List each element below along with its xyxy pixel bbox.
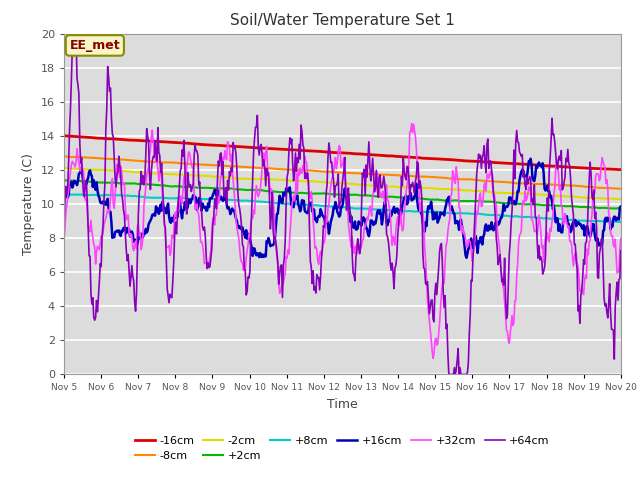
- -2cm: [159, 171, 167, 177]
- +32cm: [159, 194, 166, 200]
- +16cm: [388, 209, 396, 215]
- Line: -2cm: -2cm: [64, 168, 621, 199]
- +16cm: [60, 195, 68, 201]
- -16cm: [616, 167, 624, 172]
- +16cm: [527, 156, 534, 162]
- -8cm: [159, 159, 166, 165]
- -8cm: [479, 178, 487, 184]
- -8cm: [432, 174, 440, 180]
- -16cm: [389, 153, 397, 159]
- Line: -16cm: -16cm: [64, 136, 621, 169]
- +32cm: [617, 236, 625, 241]
- -8cm: [617, 186, 625, 192]
- -16cm: [204, 142, 212, 148]
- Y-axis label: Temperature (C): Temperature (C): [22, 153, 35, 255]
- +64cm: [72, 33, 80, 38]
- +64cm: [313, 272, 321, 277]
- +8cm: [159, 195, 167, 201]
- Line: +2cm: +2cm: [64, 180, 621, 209]
- +16cm: [159, 199, 166, 204]
- -16cm: [61, 133, 68, 139]
- +2cm: [479, 199, 487, 204]
- +32cm: [388, 242, 396, 248]
- -8cm: [204, 162, 211, 168]
- -16cm: [433, 156, 440, 162]
- +64cm: [204, 260, 212, 265]
- +32cm: [60, 237, 68, 243]
- -2cm: [480, 189, 488, 194]
- +64cm: [617, 248, 625, 253]
- -16cm: [617, 167, 625, 172]
- Line: +64cm: +64cm: [64, 36, 621, 374]
- +8cm: [389, 208, 397, 214]
- -2cm: [389, 184, 397, 190]
- +64cm: [60, 223, 68, 228]
- +16cm: [480, 231, 488, 237]
- Title: Soil/Water Temperature Set 1: Soil/Water Temperature Set 1: [230, 13, 455, 28]
- -8cm: [388, 172, 396, 178]
- -2cm: [617, 196, 625, 202]
- Line: +32cm: +32cm: [64, 124, 621, 359]
- -2cm: [433, 186, 440, 192]
- +2cm: [388, 194, 396, 200]
- +2cm: [617, 206, 625, 212]
- +2cm: [312, 191, 320, 196]
- -2cm: [60, 165, 68, 171]
- +16cm: [432, 212, 440, 218]
- +8cm: [60, 191, 68, 197]
- Text: EE_met: EE_met: [70, 39, 120, 52]
- +2cm: [204, 185, 211, 191]
- -16cm: [159, 139, 167, 144]
- +2cm: [60, 177, 68, 183]
- +32cm: [204, 261, 211, 267]
- +8cm: [204, 196, 212, 202]
- X-axis label: Time: Time: [327, 398, 358, 411]
- +64cm: [445, 372, 452, 377]
- +32cm: [434, 341, 442, 347]
- +64cm: [481, 160, 489, 166]
- Line: +8cm: +8cm: [64, 194, 621, 222]
- +16cm: [617, 204, 625, 209]
- +16cm: [204, 208, 211, 214]
- Legend: -16cm, -8cm, -2cm, +2cm, +8cm, +16cm, +32cm, +64cm: -16cm, -8cm, -2cm, +2cm, +8cm, +16cm, +3…: [131, 431, 554, 466]
- -2cm: [61, 165, 68, 171]
- +32cm: [481, 180, 489, 186]
- +32cm: [408, 121, 415, 127]
- -2cm: [313, 179, 321, 184]
- +8cm: [313, 203, 321, 208]
- -2cm: [204, 173, 212, 179]
- +8cm: [617, 219, 625, 225]
- Line: -8cm: -8cm: [64, 156, 621, 189]
- -16cm: [480, 159, 488, 165]
- +8cm: [480, 212, 488, 217]
- +8cm: [61, 191, 68, 197]
- -8cm: [312, 168, 320, 174]
- +2cm: [432, 197, 440, 203]
- +16cm: [312, 216, 320, 221]
- -16cm: [313, 148, 321, 154]
- -16cm: [60, 133, 68, 139]
- +64cm: [159, 202, 167, 208]
- +2cm: [159, 182, 166, 188]
- +64cm: [433, 292, 440, 298]
- +16cm: [463, 255, 470, 261]
- +32cm: [312, 244, 320, 250]
- Line: +16cm: +16cm: [64, 159, 621, 258]
- -8cm: [60, 154, 68, 159]
- +64cm: [389, 270, 397, 276]
- +8cm: [433, 209, 440, 215]
- +32cm: [429, 356, 437, 361]
